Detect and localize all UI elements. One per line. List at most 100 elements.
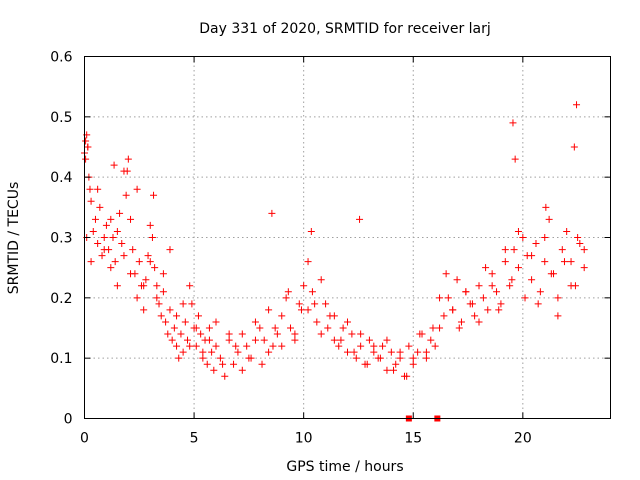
data-point xyxy=(133,185,141,193)
data-point xyxy=(82,155,90,163)
data-point xyxy=(127,270,135,278)
data-point xyxy=(278,312,286,320)
data-point xyxy=(192,324,200,332)
data-point xyxy=(322,300,330,308)
data-point xyxy=(91,215,99,223)
data-point xyxy=(396,354,404,362)
data-point xyxy=(94,240,102,248)
x-tick-label: 15 xyxy=(404,431,422,447)
data-point xyxy=(508,276,516,284)
data-point xyxy=(205,324,213,332)
data-point xyxy=(116,209,124,217)
data-point xyxy=(344,318,351,326)
data-point xyxy=(123,167,131,175)
data-point xyxy=(113,282,121,290)
data-point xyxy=(194,312,202,320)
data-point xyxy=(89,227,97,235)
data-point xyxy=(431,342,439,350)
data-point xyxy=(203,360,211,368)
data-point xyxy=(344,348,351,356)
data-point xyxy=(166,306,174,314)
data-point xyxy=(168,336,176,344)
data-point xyxy=(142,276,150,284)
data-point xyxy=(173,342,181,350)
data-point xyxy=(210,366,218,374)
data-point xyxy=(379,342,387,350)
data-point xyxy=(576,240,584,248)
data-point xyxy=(547,270,555,278)
data-point xyxy=(311,300,319,308)
data-point xyxy=(317,276,325,284)
data-point xyxy=(427,336,435,344)
data-point xyxy=(140,282,148,290)
data-point xyxy=(110,161,118,169)
data-point xyxy=(278,342,286,350)
data-point xyxy=(521,294,529,302)
data-point xyxy=(243,342,251,350)
data-point xyxy=(265,348,273,356)
data-point xyxy=(396,348,404,356)
data-point xyxy=(155,300,163,308)
data-point xyxy=(179,348,187,356)
data-point xyxy=(493,288,501,296)
data-point xyxy=(541,258,549,266)
data-point xyxy=(150,191,158,199)
data-point xyxy=(230,360,238,368)
y-axis-label: SRMTID / TECUs xyxy=(6,182,22,295)
data-point xyxy=(337,336,345,344)
data-point xyxy=(449,306,457,314)
data-point xyxy=(484,306,492,314)
data-point xyxy=(488,270,496,278)
data-point xyxy=(84,143,92,151)
data-point xyxy=(282,294,290,302)
data-point xyxy=(146,258,154,266)
data-point xyxy=(287,324,295,332)
data-point xyxy=(317,330,325,338)
data-point xyxy=(232,342,240,350)
data-point xyxy=(199,354,207,362)
data-points xyxy=(81,101,588,422)
data-point xyxy=(162,318,170,326)
data-point xyxy=(313,318,321,326)
data-point xyxy=(514,227,522,235)
data-point xyxy=(87,258,95,266)
y-axis: 0 0.1 0.2 0.3 0.4 0.5 0.6 xyxy=(50,50,611,428)
data-point xyxy=(107,264,115,272)
data-point xyxy=(100,234,108,241)
data-point xyxy=(383,366,391,374)
data-point xyxy=(170,324,178,332)
data-point xyxy=(436,324,444,332)
x-tick-label: 0 xyxy=(80,431,89,447)
data-point xyxy=(179,300,187,308)
data-point xyxy=(186,282,194,290)
data-point xyxy=(212,318,220,326)
data-point xyxy=(175,354,183,362)
data-point xyxy=(109,234,117,241)
data-point xyxy=(107,215,115,223)
data-point xyxy=(422,354,430,362)
data-point xyxy=(98,252,106,260)
data-point xyxy=(87,197,95,205)
data-point xyxy=(545,215,553,223)
data-point xyxy=(436,294,444,302)
data-point xyxy=(148,234,156,241)
data-point xyxy=(501,246,509,254)
data-point xyxy=(453,276,461,284)
x-tick-label: 5 xyxy=(190,431,199,447)
data-point xyxy=(479,294,487,302)
data-point xyxy=(510,246,518,254)
data-point xyxy=(567,258,575,266)
data-point xyxy=(122,191,130,199)
data-point xyxy=(135,258,143,266)
y-tick-label: 0.6 xyxy=(50,50,72,66)
data-point xyxy=(268,209,276,217)
data-point xyxy=(370,348,378,356)
data-point xyxy=(166,246,174,254)
data-point xyxy=(208,348,216,356)
data-point xyxy=(468,300,476,308)
data-point xyxy=(300,282,308,290)
data-point xyxy=(177,330,185,338)
data-point xyxy=(405,342,413,350)
data-point xyxy=(295,300,303,308)
y-tick-label: 0 xyxy=(64,412,73,428)
